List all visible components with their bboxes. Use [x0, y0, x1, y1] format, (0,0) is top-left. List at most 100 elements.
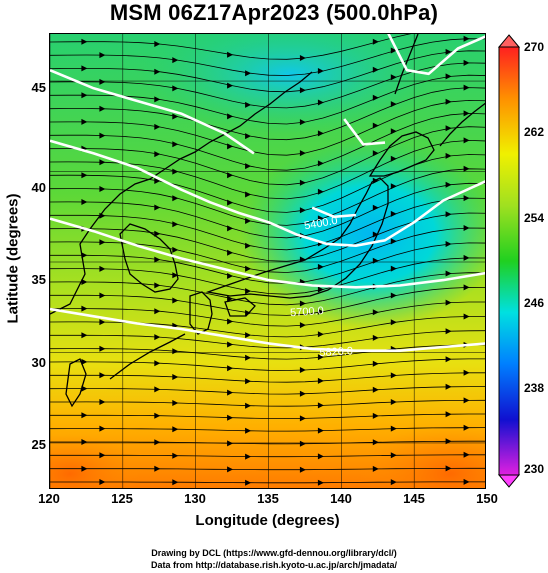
wind-arrow — [463, 397, 470, 404]
wind-arrow — [463, 478, 470, 485]
streamline — [50, 272, 485, 306]
contour-line — [50, 139, 485, 247]
wind-arrow — [445, 465, 452, 472]
wind-arrow — [445, 299, 452, 306]
wind-arrow — [154, 256, 161, 263]
wind-arrow — [390, 319, 397, 326]
y-tick-label: 35 — [31, 272, 46, 287]
wind-arrow — [463, 195, 470, 202]
wind-arrow — [372, 334, 379, 341]
wind-arrow — [299, 207, 306, 214]
wind-arrow — [227, 249, 234, 256]
wind-arrow — [299, 466, 306, 473]
streamline — [50, 50, 485, 93]
x-tick-label: 145 — [403, 491, 425, 506]
colorbar-tick-label: 230 — [524, 462, 545, 476]
contour-line — [50, 68, 255, 155]
wind-arrow — [372, 257, 379, 264]
wind-arrow — [154, 282, 161, 289]
wind-arrow — [299, 55, 306, 61]
wind-arrow — [99, 345, 106, 352]
wind-arrow — [99, 479, 106, 485]
wind-arrow — [172, 57, 179, 64]
wind-arrow — [390, 128, 397, 135]
wind-arrow — [227, 295, 234, 302]
wind-arrow — [99, 265, 106, 272]
streamline — [50, 34, 412, 60]
streamline — [50, 242, 485, 284]
wind-arrow — [245, 265, 252, 272]
wind-arrow — [172, 348, 179, 355]
streamline — [50, 344, 485, 360]
wind-arrow — [227, 466, 234, 473]
wind-arrow — [172, 400, 179, 406]
wind-arrow — [445, 383, 452, 390]
wind-arrow — [390, 452, 397, 459]
wind-arrow — [245, 191, 252, 198]
wind-arrow — [172, 426, 179, 433]
streamline — [50, 112, 485, 171]
wind-arrow — [99, 52, 106, 59]
wind-arrow — [463, 137, 470, 144]
wind-arrow — [154, 68, 161, 75]
coastline-hokkaido — [368, 131, 435, 177]
wind-arrow — [463, 225, 470, 231]
x-tick-label: 125 — [111, 491, 133, 506]
wind-arrow — [390, 74, 397, 81]
wind-arrow — [99, 399, 106, 405]
streamline — [50, 182, 485, 239]
wind-arrow — [81, 252, 88, 259]
wind-arrow — [317, 479, 324, 486]
wind-arrow — [299, 322, 306, 329]
wind-arrow — [172, 374, 179, 380]
streamline — [50, 399, 485, 407]
wind-arrow — [390, 292, 397, 299]
wind-arrow — [154, 41, 161, 47]
wind-arrow — [172, 141, 179, 148]
wind-arrow — [390, 183, 397, 190]
wind-arrow — [245, 288, 252, 295]
y-tick-label: 45 — [31, 80, 46, 95]
wind-arrow — [227, 341, 234, 348]
streamline — [50, 330, 485, 349]
wind-arrow — [172, 168, 179, 175]
wind-arrow — [445, 438, 452, 445]
wind-arrow — [317, 308, 324, 315]
wind-arrow — [81, 199, 88, 205]
wind-arrow — [445, 73, 452, 80]
wind-arrow — [372, 66, 379, 73]
contour-label-group: 5400.0 5700.0 5820.0 — [290, 215, 353, 359]
wind-arrow — [390, 47, 397, 54]
wind-arrow — [154, 439, 161, 446]
wind-arrow — [463, 110, 470, 117]
wind-arrow — [463, 424, 470, 431]
wind-arrow — [299, 150, 306, 157]
wind-arrow — [154, 386, 161, 393]
coastline-kurils — [439, 102, 485, 147]
wind-arrow — [227, 51, 234, 58]
wind-arrow — [299, 119, 306, 126]
wind-arrow — [445, 48, 452, 55]
wind-arrow — [463, 313, 470, 320]
wind-arrow — [172, 113, 179, 120]
x-tick-label: 135 — [257, 491, 279, 506]
wind-arrow — [172, 85, 179, 92]
x-axis-label: Longitude (degrees) — [195, 512, 340, 529]
streamline — [50, 168, 485, 226]
wind-arrow — [245, 378, 252, 385]
streamline — [50, 481, 485, 484]
y-tick-label: 40 — [31, 180, 46, 195]
wind-arrow — [299, 367, 306, 373]
wind-arrow — [317, 402, 324, 409]
streamline — [50, 227, 485, 273]
wind-arrow — [154, 96, 161, 103]
y-axis-label: Latitude (degrees) — [4, 193, 22, 324]
colorbar-tick-label: 246 — [524, 296, 545, 310]
wind-arrow — [372, 94, 379, 101]
wind-arrow — [445, 328, 452, 335]
streamline — [50, 99, 485, 156]
wind-arrow — [317, 263, 324, 270]
wind-arrow — [81, 92, 88, 99]
streamline — [50, 197, 485, 251]
wind-arrow — [227, 318, 234, 325]
